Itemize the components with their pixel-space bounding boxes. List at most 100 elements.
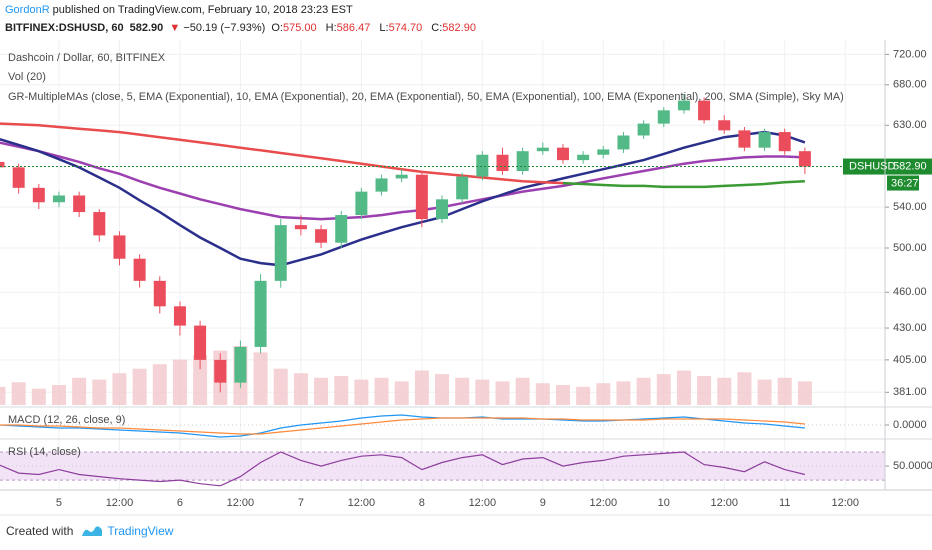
x-tick-label: 12:00 — [590, 497, 618, 509]
candle-body — [556, 147, 569, 161]
symbol-line: BITFINEX:DSHUSD, 60 582.90 ▼ −50.19 (−7.… — [5, 22, 482, 34]
candle-body — [718, 120, 731, 131]
candle-body — [758, 132, 771, 148]
x-tick-label: 10 — [658, 497, 670, 509]
volume-bar — [495, 381, 510, 405]
candle-body — [93, 212, 106, 236]
ohlc-key: L: — [379, 22, 389, 34]
candle-body — [395, 174, 408, 179]
volume-bar — [354, 379, 369, 405]
x-tick-label: 12:00 — [469, 497, 497, 509]
volume-bar — [737, 372, 752, 405]
volume-bar — [152, 364, 167, 405]
candle-body — [153, 280, 166, 307]
y-tick-label: 50.0000 — [893, 460, 932, 472]
candle-body — [294, 225, 307, 230]
candle-body — [698, 100, 711, 121]
ohlc-key: H: — [325, 22, 337, 34]
volume-bar — [576, 386, 591, 405]
candle-body — [335, 215, 348, 243]
volume-bar — [314, 377, 329, 405]
x-tick-label: 8 — [419, 497, 425, 509]
band — [0, 451, 885, 481]
candle-body — [798, 151, 811, 167]
created-with: Created with — [6, 524, 74, 538]
candle-body — [778, 132, 791, 152]
volume-bar — [676, 370, 691, 405]
volume-bar — [394, 381, 409, 405]
ohlc-value: 582.90 — [442, 22, 476, 34]
ohlc-key: C: — [431, 22, 443, 34]
candle-body — [274, 225, 287, 281]
volume-bar — [172, 359, 187, 405]
y-tick-label: 405.00 — [893, 354, 927, 366]
candle-body — [355, 191, 368, 216]
x-tick-label: 6 — [177, 497, 183, 509]
pane-title: MACD (12, 26, close, 9) — [8, 414, 125, 426]
volume-bar — [132, 368, 147, 405]
published-text: published on TradingView.com, February 1… — [52, 4, 353, 16]
candle-body — [234, 346, 247, 383]
ohlc-key: O: — [271, 22, 283, 34]
volume-bar — [92, 379, 107, 405]
candle-body — [52, 195, 65, 203]
volume-bar — [697, 375, 712, 405]
x-tick-label: 12:00 — [106, 497, 134, 509]
volume-bar — [797, 381, 812, 405]
volume-bar — [777, 377, 792, 405]
ohlc-h: H:586.47 — [326, 22, 374, 34]
price-tag-value: 582.90 — [893, 160, 927, 172]
candle-body — [375, 178, 388, 192]
candle-body — [254, 280, 267, 347]
ohlc-value: 586.47 — [336, 22, 371, 34]
volume-bar — [11, 382, 26, 405]
volume-bar — [656, 374, 671, 405]
y-tick-label: 460.00 — [893, 286, 927, 298]
price-tag-name: DSHUSD — [849, 160, 896, 172]
x-tick-label: 7 — [298, 497, 304, 509]
y-tick-label: 680.00 — [893, 79, 927, 91]
candle-body — [677, 100, 690, 111]
change-arrow: ▼ — [169, 22, 181, 34]
volume-bar — [515, 377, 530, 405]
volume-bar — [435, 374, 450, 405]
y-tick-label: 381.00 — [893, 386, 927, 398]
volume-bar — [475, 379, 490, 405]
logo-icon — [82, 526, 103, 536]
candle-body — [496, 154, 509, 172]
ohlc-c: C:582.90 — [431, 22, 479, 34]
ohlc-value: 574.70 — [388, 22, 423, 34]
volume-bar — [414, 370, 429, 405]
volume-bar — [51, 385, 66, 405]
candle-body — [577, 154, 590, 161]
x-tick-label: 12:00 — [710, 497, 738, 509]
series-line — [0, 417, 805, 435]
plot-area — [0, 40, 885, 490]
candle-body — [113, 235, 126, 259]
brand[interactable]: TradingView — [107, 524, 174, 538]
volume-bar — [253, 352, 268, 405]
candle-body — [0, 161, 5, 168]
volume-bar — [596, 383, 611, 405]
candle-body — [214, 359, 227, 383]
pane-title: RSI (14, close) — [8, 446, 81, 458]
x-tick-label: 9 — [540, 497, 546, 509]
series-line — [0, 414, 805, 438]
ohlc-value: 575.00 — [282, 22, 317, 34]
volume-bar — [757, 379, 772, 405]
indicator-label: GR-MultipleMAs (close, 5, EMA (Exponenti… — [8, 91, 844, 103]
candle-body — [476, 154, 489, 177]
candle-body — [597, 149, 610, 155]
volume-bar — [193, 355, 208, 405]
volume-bar — [636, 377, 651, 405]
candle-body — [738, 130, 751, 148]
series-line — [0, 122, 564, 185]
volume-bar — [334, 375, 349, 405]
author[interactable]: GordonR — [5, 4, 50, 16]
candle-body — [32, 187, 45, 203]
candle-body — [415, 174, 428, 220]
volume-bar — [31, 388, 46, 405]
chart-title: Dashcoin / Dollar, 60, BITFINEX — [8, 52, 166, 64]
